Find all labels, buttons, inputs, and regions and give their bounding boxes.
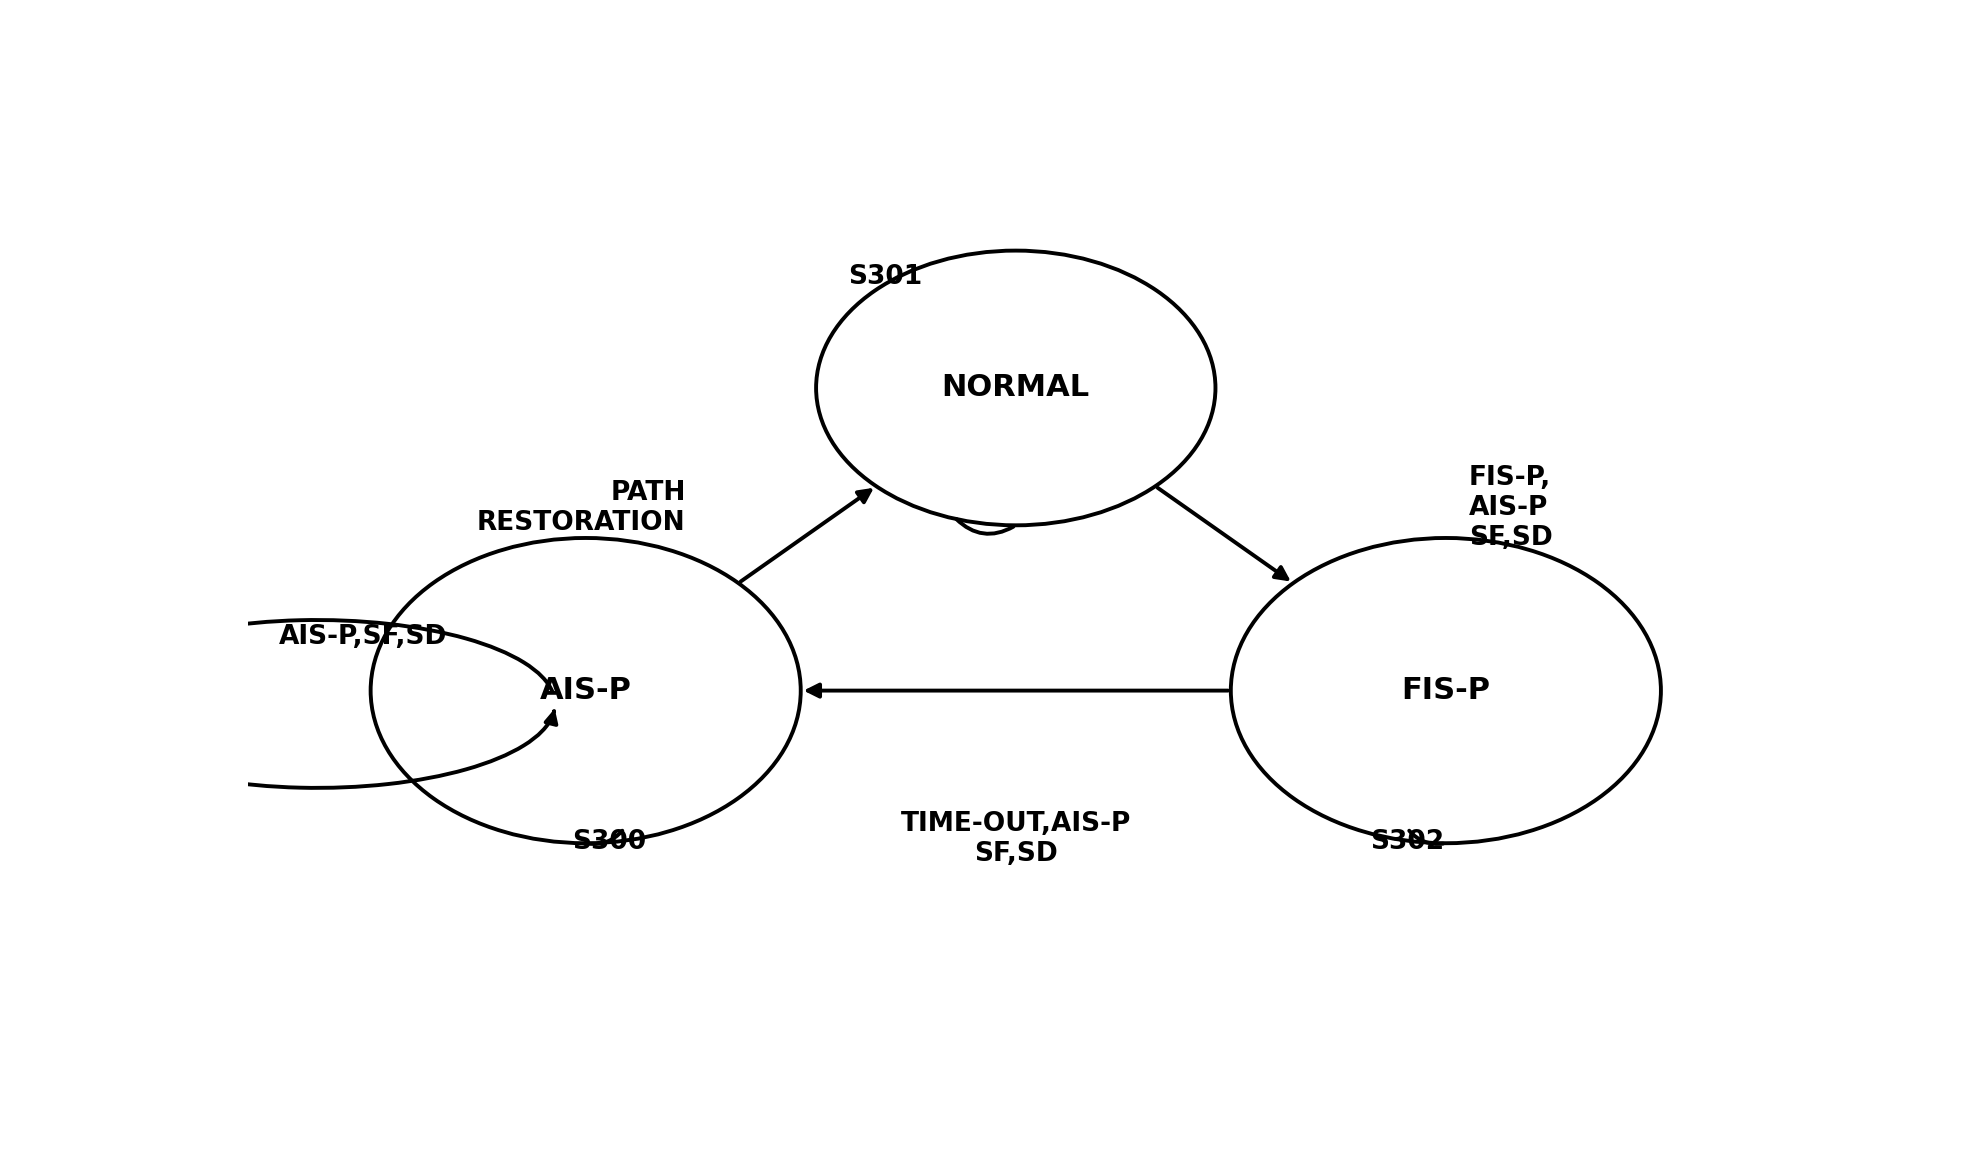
Text: FIS-P,
AIS-P
SF,SD: FIS-P, AIS-P SF,SD <box>1469 465 1552 551</box>
Text: AIS-P,SF,SD: AIS-P,SF,SD <box>277 624 446 650</box>
Text: PATH
RESTORATION: PATH RESTORATION <box>478 480 686 536</box>
Text: TIME-OUT,AIS-P
SF,SD: TIME-OUT,AIS-P SF,SD <box>900 810 1132 867</box>
Text: S301: S301 <box>848 264 922 290</box>
Text: FIS-P: FIS-P <box>1401 676 1490 705</box>
Text: S302: S302 <box>1370 829 1445 855</box>
Text: S300: S300 <box>571 829 646 855</box>
Text: AIS-P: AIS-P <box>539 676 632 705</box>
Text: NORMAL: NORMAL <box>941 373 1090 402</box>
